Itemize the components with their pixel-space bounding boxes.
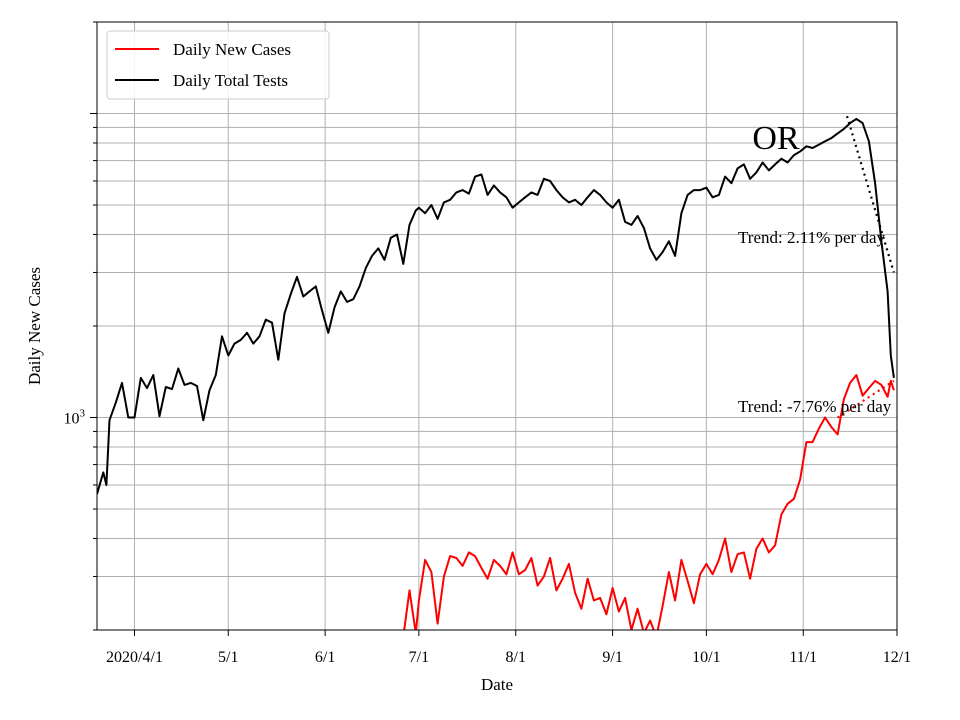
x-tick-label: 5/1 [218,649,238,666]
legend-label-tests: Daily Total Tests [173,71,288,90]
series-layer [97,117,895,630]
legend-label-cases: Daily New Cases [173,40,291,59]
y-tick-label: 103 [64,408,86,428]
legend-box [106,30,330,100]
x-tick-label: 9/1 [602,649,622,666]
grid [97,21,898,631]
x-tick-label: 8/1 [506,649,526,666]
x-tick-label: 6/1 [315,649,335,666]
x-tick-label: 10/1 [692,649,720,666]
ticks: 103 2020/4/1 5/1 6/1 7/1 8/1 9/1 10/1 11/1 12/1 [64,21,911,666]
legend: Daily New Cases Daily Total Tests [106,30,330,100]
x-tick-label: 11/1 [789,649,817,666]
trend-layer [837,115,895,419]
x-tick-label: 2020/4/1 [106,649,163,666]
series-line-daily-total-tests [97,117,895,495]
x-tick-label: 7/1 [409,649,429,666]
x-tick-label: 12/1 [883,649,911,666]
trend-annotation-tests: Trend: 2.11% per day [738,228,885,247]
y-axis-title: Daily New Cases [25,267,44,385]
x-axis-title: Date [481,675,513,694]
trend-line-cases [837,379,895,419]
state-label: OR [752,120,800,157]
trend-annotation-cases: Trend: -7.76% per day [738,397,892,416]
series-line-daily-new-cases [403,374,895,630]
